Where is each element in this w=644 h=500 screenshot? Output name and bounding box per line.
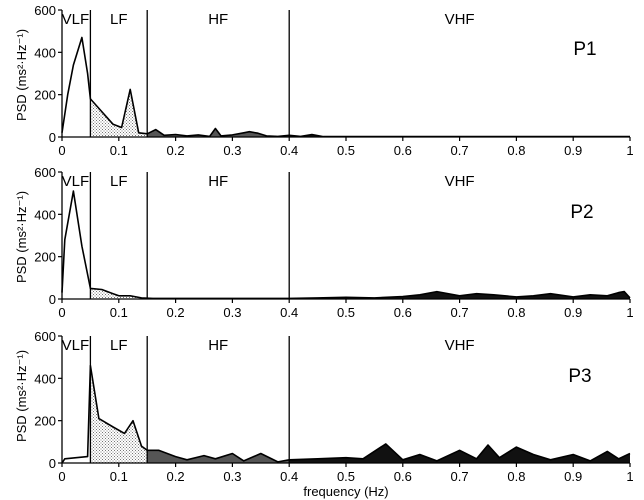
x-tick-labels: 0 0.1 0.2 0.3 0.4 0.5 0.6 0.7 0.8 0.9 1 — [58, 469, 633, 484]
y-axis-label: PSD (ms²·Hz⁻¹) — [14, 350, 29, 442]
band-fill-vhf — [289, 291, 630, 299]
x-tick-label: 0.3 — [223, 305, 241, 320]
x-tick-label: 0.8 — [507, 143, 525, 158]
y-axis-label: PSD (ms²·Hz⁻¹) — [14, 29, 29, 121]
x-tick-label: 0 — [58, 143, 65, 158]
band-fill-lf — [90, 365, 148, 463]
band-labels: VLF LF HF VHF — [62, 11, 475, 28]
band-label: HF — [208, 173, 228, 190]
band-label: VLF — [62, 337, 90, 354]
y-tick-label: 200 — [34, 88, 56, 103]
band-fill-hf — [147, 450, 290, 463]
band-fill-vhf — [289, 443, 630, 463]
panel-label: P1 — [573, 39, 596, 60]
x-tick-label: 0.3 — [223, 143, 241, 158]
y-tick-labels: 0 200 400 600 — [34, 329, 56, 471]
x-tick-label: 0 — [58, 469, 65, 484]
panel-label: P2 — [570, 202, 593, 223]
x-tick-label: 0.2 — [167, 305, 185, 320]
band-labels: VLF LF HF VHF — [62, 173, 475, 190]
panel-p2: PSD (ms²·Hz⁻¹) P2 0 200 400 600 0 0.1 0.… — [14, 165, 634, 320]
x-tick-label: 0.6 — [394, 305, 412, 320]
y-tick-label: 400 — [34, 371, 56, 386]
x-tick-label: 0.4 — [280, 143, 298, 158]
band-label: HF — [208, 337, 228, 354]
x-tick-label: 0.4 — [280, 469, 298, 484]
band-label: VHF — [445, 173, 475, 190]
band-label: HF — [208, 11, 228, 28]
x-tick-label: 0.1 — [110, 143, 128, 158]
x-axis-label: frequency (Hz) — [303, 484, 388, 499]
band-label: VHF — [445, 11, 475, 28]
psd-line — [61, 190, 631, 300]
y-tick-label: 0 — [49, 130, 56, 145]
x-tick-label: 0.1 — [110, 469, 128, 484]
panel-p3: PSD (ms²·Hz⁻¹) P3 frequency (Hz) 0 200 4… — [14, 329, 634, 499]
x-tick-label: 0.9 — [564, 469, 582, 484]
x-tick-labels: 0 0.1 0.2 0.3 0.4 0.5 0.6 0.7 0.8 0.9 1 — [58, 305, 633, 320]
panel-label: P3 — [568, 366, 591, 387]
band-label: LF — [110, 337, 128, 354]
y-tick-label: 200 — [34, 414, 56, 429]
band-fill-vlf — [62, 365, 91, 463]
y-tick-label: 400 — [34, 45, 56, 60]
x-tick-label: 0.8 — [507, 305, 525, 320]
x-tick-label: 0.8 — [507, 469, 525, 484]
x-tick-label: 0.2 — [167, 143, 185, 158]
y-axis-label: PSD (ms²·Hz⁻¹) — [14, 191, 29, 283]
x-tick-label: 0.6 — [394, 143, 412, 158]
y-tick-label: 600 — [34, 165, 56, 180]
x-tick-label: 0.5 — [337, 305, 355, 320]
x-tick-label: 0.2 — [167, 469, 185, 484]
y-tick-label: 0 — [49, 292, 56, 307]
x-tick-labels: 0 0.1 0.2 0.3 0.4 0.5 0.6 0.7 0.8 0.9 1 — [58, 143, 633, 158]
band-labels: VLF LF HF VHF — [62, 337, 475, 354]
y-tick-labels: 0 200 400 600 — [34, 165, 56, 307]
panel-p1: PSD (ms²·Hz⁻¹) P1 0 200 400 600 0 0.1 0.… — [14, 3, 634, 158]
band-label: VLF — [62, 11, 90, 28]
band-label: VHF — [445, 337, 475, 354]
x-tick-label: 0.9 — [564, 305, 582, 320]
x-tick-label: 0.5 — [337, 469, 355, 484]
x-tick-label: 0.7 — [451, 469, 469, 484]
x-tick-label: 0.4 — [280, 305, 298, 320]
band-fill-vlf — [62, 37, 91, 137]
x-tick-label: 0.1 — [110, 305, 128, 320]
y-tick-label: 600 — [34, 3, 56, 18]
x-tick-label: 1 — [626, 305, 633, 320]
x-tick-label: 0 — [58, 305, 65, 320]
x-tick-label: 0.9 — [564, 143, 582, 158]
band-label: LF — [110, 11, 128, 28]
x-tick-label: 0.3 — [223, 469, 241, 484]
x-tick-label: 1 — [626, 143, 633, 158]
y-tick-label: 600 — [34, 329, 56, 344]
x-tick-label: 0.7 — [451, 305, 469, 320]
band-fill-lf — [90, 89, 148, 137]
band-label: VLF — [62, 173, 90, 190]
x-tick-label: 0.5 — [337, 143, 355, 158]
x-tick-label: 1 — [626, 469, 633, 484]
y-tick-label: 400 — [34, 207, 56, 222]
x-tick-label: 0.7 — [451, 143, 469, 158]
y-tick-label: 200 — [34, 250, 56, 265]
band-label: LF — [110, 173, 128, 190]
y-tick-label: 0 — [49, 456, 56, 471]
y-tick-labels: 0 200 400 600 — [34, 3, 56, 145]
x-tick-label: 0.6 — [394, 469, 412, 484]
